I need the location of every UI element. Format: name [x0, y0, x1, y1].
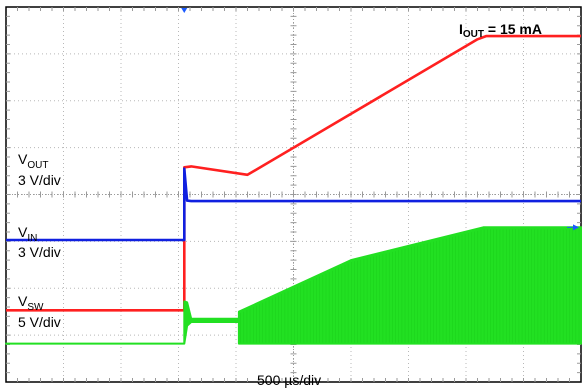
vout-label: VOUT — [18, 151, 48, 171]
vin-label: VIN — [18, 224, 37, 244]
vout-scale: 3 V/div — [18, 172, 61, 188]
timebase-label: 500 µs/div — [257, 372, 321, 388]
trace-vin-line — [6, 167, 581, 242]
current-annotation: IOUT = 15 mA — [459, 21, 542, 40]
trigger-position-marker — [181, 8, 188, 13]
trigger-level-marker — [573, 224, 579, 231]
trace-vsw-envelope — [5, 226, 582, 345]
traces — [5, 34, 582, 345]
vsw-label: VSW — [18, 293, 44, 313]
vin-scale: 3 V/div — [18, 244, 61, 260]
markers — [181, 8, 579, 231]
vsw-scale: 5 V/div — [18, 314, 61, 330]
trace-vout-line — [6, 34, 581, 312]
